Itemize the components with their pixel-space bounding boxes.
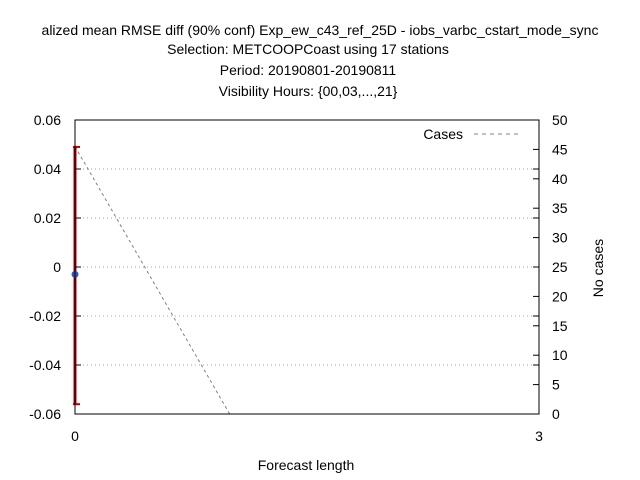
chart-subtitle-line: Selection: METCOOPCoast using 17 station… [167, 41, 449, 57]
x-tick-label: 3 [535, 428, 543, 444]
y-tick-label: 0.02 [34, 210, 61, 226]
y2-tick-label: 40 [552, 171, 568, 187]
chart-title: alized mean RMSE diff (90% conf) Exp_ew_… [42, 22, 599, 38]
y-tick-label: 0.04 [34, 161, 61, 177]
y2-tick-label: 35 [552, 200, 568, 216]
y2-tick-label: 50 [552, 112, 568, 128]
chart-subtitle-line: Period: 20190801-20190811 [220, 62, 397, 78]
y2-axis-label: No cases [590, 239, 606, 297]
y2-tick-label: 15 [552, 318, 568, 334]
legend-label-cases: Cases [423, 126, 463, 142]
y2-tick-label: 10 [552, 347, 568, 363]
y2-tick-label: 0 [552, 406, 560, 422]
y-tick-label: -0.04 [29, 357, 61, 373]
y2-tick-label: 5 [552, 377, 560, 393]
y2-tick-label: 30 [552, 230, 568, 246]
x-tick-label: 0 [71, 428, 79, 444]
series-line-cases [74, 146, 539, 415]
y2-tick-label: 25 [552, 259, 568, 275]
y2-tick-label: 45 [552, 141, 568, 157]
y-tick-label: -0.06 [29, 406, 61, 422]
x-axis-label: Forecast length [258, 457, 355, 473]
y2-tick-label: 20 [552, 288, 568, 304]
chart-subtitle-line: Visibility Hours: {00,03,...,21} [219, 83, 398, 99]
y-tick-label: 0 [53, 259, 61, 275]
y-tick-label: 0.06 [34, 112, 61, 128]
y-tick-label: -0.02 [29, 308, 61, 324]
